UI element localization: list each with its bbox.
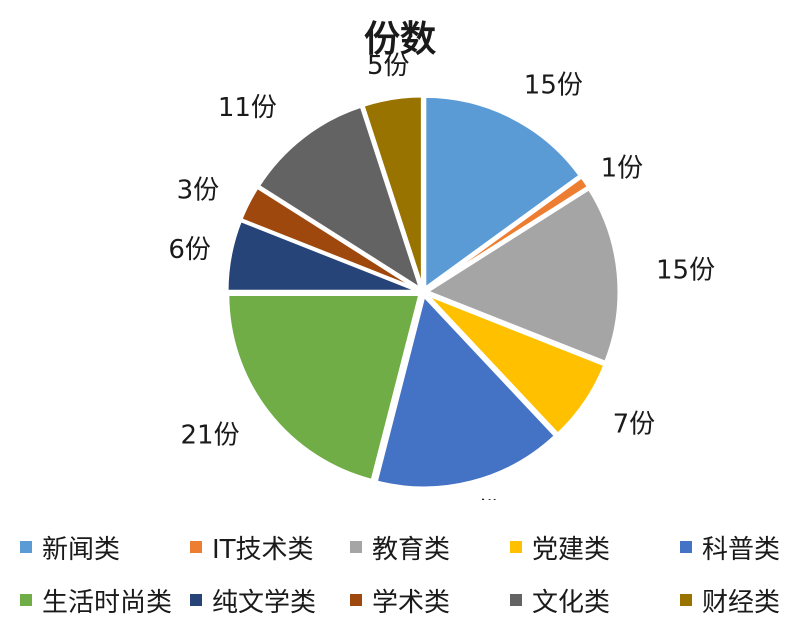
- pie-slice-1: [425, 174, 591, 292]
- legend-label-1: IT技术类: [212, 534, 314, 565]
- data-label-7: 3份: [177, 176, 220, 206]
- legend-row-2: 生活时尚类 纯文学类 学术类 文化类 财经类: [0, 578, 800, 622]
- legend-label-5: 生活时尚类: [42, 587, 173, 618]
- legend-label-9: 财经类: [702, 587, 781, 618]
- legend-item-8: 文化类: [510, 578, 610, 622]
- legend-swatch-8: [510, 594, 522, 606]
- data-label-8: 11份: [218, 93, 277, 123]
- pie-chart: 15份 1份 15份 7份 16份 21份 6份 3份 11份 5份: [168, 51, 715, 500]
- legend-swatch-9: [680, 594, 692, 606]
- legend-label-3: 党建类: [532, 534, 611, 565]
- legend-item-3: 党建类: [510, 525, 610, 569]
- legend-item-9: 财经类: [680, 578, 780, 622]
- pie-slice-0: [423, 94, 583, 292]
- legend-label-0: 新闻类: [42, 534, 121, 565]
- legend-item-7: 学术类: [350, 578, 450, 622]
- legend-label-6: 纯文学类: [212, 587, 317, 618]
- legend-swatch-2: [350, 541, 362, 553]
- pie-slice-8: [256, 104, 424, 293]
- legend-swatch-5: [20, 594, 32, 606]
- data-label-2: 15份: [656, 256, 715, 286]
- pie-slice-7: [238, 185, 421, 292]
- data-label-9: 5份: [367, 51, 410, 81]
- data-label-1: 1份: [601, 154, 644, 184]
- legend-item-2: 教育类: [350, 525, 450, 569]
- legend-label-8: 文化类: [532, 587, 611, 618]
- legend-item-4: 科普类: [680, 525, 780, 569]
- data-label-0: 15份: [524, 71, 583, 101]
- legend-swatch-1: [190, 541, 202, 553]
- legend-swatch-6: [190, 594, 202, 606]
- pie-slice-4: [374, 292, 558, 490]
- pie-slice-2: [423, 186, 621, 365]
- legend-item-5: 生活时尚类: [20, 578, 172, 622]
- legend-label-4: 科普类: [702, 534, 781, 565]
- data-label-3: 7份: [613, 409, 656, 439]
- legend-item-6: 纯文学类: [190, 578, 316, 622]
- legend-label-2: 教育类: [372, 534, 451, 565]
- legend-swatch-3: [510, 541, 522, 553]
- data-label-4: 16份: [443, 498, 502, 500]
- pie-slice-9: [361, 94, 424, 289]
- data-label-5: 21份: [180, 421, 239, 451]
- legend-row-1: 新闻类 IT技术类 教育类 党建类 科普类: [0, 525, 800, 569]
- legend-item-0: 新闻类: [20, 525, 120, 569]
- legend-item-1: IT技术类: [190, 525, 314, 569]
- data-label-6: 6份: [168, 235, 211, 265]
- pie-slice-3: [425, 292, 607, 437]
- legend-swatch-0: [20, 541, 32, 553]
- legend-swatch-4: [680, 541, 692, 553]
- legend-swatch-7: [350, 594, 362, 606]
- chart-title: 份数: [363, 19, 436, 60]
- pie-slice-5: [226, 292, 422, 483]
- legend-label-7: 学术类: [372, 587, 451, 618]
